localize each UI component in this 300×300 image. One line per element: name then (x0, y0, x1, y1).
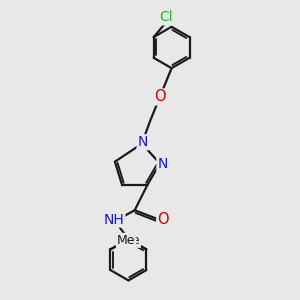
Text: NH: NH (103, 213, 124, 226)
Text: Me: Me (117, 234, 135, 247)
Text: N: N (138, 135, 148, 149)
Text: N: N (158, 158, 168, 171)
Text: Me: Me (122, 234, 140, 247)
Text: O: O (154, 89, 166, 104)
Text: Cl: Cl (160, 11, 173, 25)
Text: O: O (157, 212, 169, 227)
